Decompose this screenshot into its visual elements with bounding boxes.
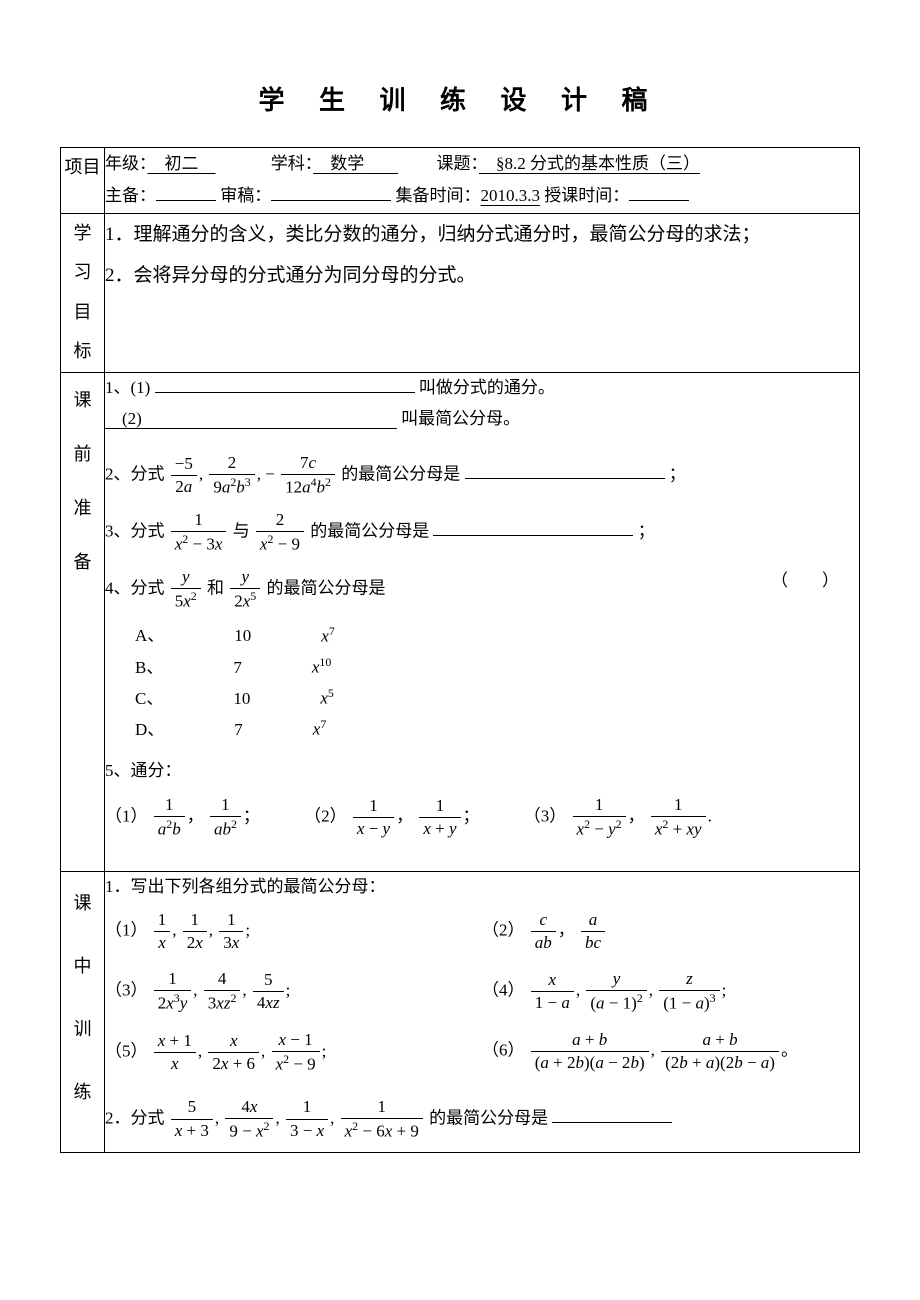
- subject-value: 数学: [313, 154, 398, 173]
- train-q2-blank: [552, 1122, 672, 1123]
- objective-1: 1．理解通分的含义，类比分数的通分，归纳分式通分时，最简公分母的求法；: [105, 214, 859, 256]
- preparer-blank: [156, 200, 216, 201]
- teach-label: 授课时间：: [544, 186, 629, 205]
- objectives-row: 学习目标 1．理解通分的含义，类比分数的通分，归纳分式通分时，最简公分母的求法；…: [61, 213, 860, 372]
- prep-q1: 1、(1) 叫做分式的通分。 (2) 叫最简公分母。: [105, 373, 859, 434]
- preparation-row: 课前准备 1、(1) 叫做分式的通分。 (2) 叫最简公分母。 2、分式 −52…: [61, 372, 860, 871]
- meeting-value: 2010.3.3: [481, 186, 541, 205]
- page-title: 学 生 训 练 设 计 稿: [60, 80, 860, 117]
- q1-1-blank: [155, 392, 415, 393]
- topic-value: §8.2 分式的基本性质（三）: [479, 154, 700, 173]
- train-q1-items: （1） 1x, 12x, 13x; （2） cab， abc （3） 12x3y…: [105, 909, 859, 1090]
- training-label: 课中训练: [61, 872, 105, 1153]
- grade-label: 年级：: [105, 154, 148, 173]
- topic-label: 课题：: [437, 154, 480, 173]
- subject-label: 学科：: [271, 154, 314, 173]
- train-q2: 2．分式 5x + 3, 4x9 − x2, 13 − x, 1x2 − 6x …: [105, 1096, 859, 1143]
- q4-options: A、10x7 B、7x10 C、10x5 D、7x7: [105, 621, 859, 746]
- objectives-label: 学习目标: [61, 213, 105, 372]
- q4-paren: （ ）: [771, 566, 839, 597]
- train-q1-4: （4） x1 − a, y(a − 1)2, z(1 − a)3;: [482, 968, 859, 1015]
- project-label: 项目: [61, 148, 105, 214]
- project-content: 年级： 初二 学科： 数学 课题： §8.2 分式的基本性质（三） 主备： 审稿…: [105, 148, 860, 214]
- meeting-label: 集备时间：: [396, 186, 481, 205]
- train-q1-3: （3） 12x3y, 43xz2, 54xz;: [105, 968, 482, 1015]
- main-table: 项目 年级： 初二 学科： 数学 课题： §8.2 分式的基本性质（三） 主备：…: [60, 147, 860, 1153]
- objective-2: 2．会将异分母的分式通分为同分母的分式。: [105, 255, 859, 297]
- train-q1-header: 1．写出下列各组分式的最简公分母：: [105, 872, 859, 903]
- grade-value: 初二: [148, 154, 216, 173]
- train-q1-5: （5） x + 1x, x2x + 6, x − 1x2 − 9;: [105, 1029, 482, 1076]
- q3-blank: [433, 535, 633, 536]
- reviewer-blank: [271, 200, 391, 201]
- q2-blank: [465, 478, 665, 479]
- prep-q3: 3、分式 1x2 − 3x 与 2x2 − 9 的最简公分母是 ；: [105, 509, 859, 556]
- preparation-content: 1、(1) 叫做分式的通分。 (2) 叫最简公分母。 2、分式 −52a, 29…: [105, 372, 860, 871]
- preparer-label: 主备：: [105, 186, 156, 205]
- train-q1-2: （2） cab， abc: [482, 909, 859, 954]
- project-row: 项目 年级： 初二 学科： 数学 课题： §8.2 分式的基本性质（三） 主备：…: [61, 148, 860, 214]
- teach-blank: [629, 200, 689, 201]
- preparation-label: 课前准备: [61, 372, 105, 871]
- prep-q4: 4、分式 y5x2 和 y2x5 的最简公分母是 （ ） A、10x7 B、7x…: [105, 566, 859, 746]
- prep-q5: 5、通分： （1） 1a2b， 1ab2； （2） 1x − y， 1x + y…: [105, 756, 859, 841]
- reviewer-label: 审稿：: [220, 186, 271, 205]
- train-q1-1: （1） 1x, 12x, 13x;: [105, 909, 482, 954]
- training-content: 1．写出下列各组分式的最简公分母： （1） 1x, 12x, 13x; （2） …: [105, 872, 860, 1153]
- training-row: 课中训练 1．写出下列各组分式的最简公分母： （1） 1x, 12x, 13x;…: [61, 872, 860, 1153]
- objectives-content: 1．理解通分的含义，类比分数的通分，归纳分式通分时，最简公分母的求法； 2．会将…: [105, 213, 860, 372]
- train-q1-6: （6） a + b(a + 2b)(a − 2b), a + b(2b + a)…: [482, 1029, 859, 1076]
- prep-q2: 2、分式 −52a, 29a2b3, − 7c12a4b2 的最简公分母是 ；: [105, 452, 859, 499]
